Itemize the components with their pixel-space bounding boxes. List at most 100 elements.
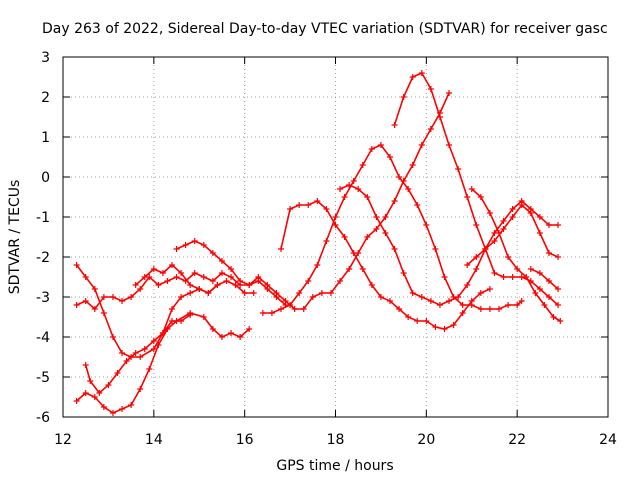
data-point [418, 294, 425, 300]
data-point [414, 318, 421, 324]
data-point [228, 330, 235, 336]
y-tick-label: -4 [36, 330, 50, 346]
series-trace [76, 312, 250, 414]
data-point [237, 278, 244, 284]
data-point [119, 406, 126, 412]
data-point [178, 270, 185, 276]
series-trace [262, 144, 523, 314]
data-point [109, 294, 116, 300]
data-point [532, 290, 539, 296]
data-point [337, 186, 344, 192]
data-point [405, 186, 412, 192]
data-point [405, 314, 412, 320]
data-point [446, 90, 453, 96]
series-track-3 [73, 270, 289, 312]
data-point [205, 290, 212, 296]
data-point [287, 206, 294, 212]
data-point [496, 230, 502, 236]
data-point [477, 306, 484, 312]
data-point [505, 254, 512, 260]
series-track-8 [278, 198, 493, 332]
data-point [446, 298, 453, 304]
data-point [273, 290, 280, 296]
y-tick-label: -6 [36, 410, 50, 426]
data-point [332, 222, 339, 228]
data-point [423, 222, 430, 228]
data-point [473, 266, 480, 272]
data-point [164, 278, 171, 284]
data-point [82, 298, 89, 304]
x-tick-label: 16 [236, 432, 254, 448]
data-point [341, 234, 348, 240]
series-trace [280, 200, 491, 330]
data-point [432, 324, 439, 330]
data-point [109, 334, 116, 340]
data-point [96, 390, 103, 396]
data-point [427, 298, 434, 304]
data-point [337, 278, 344, 284]
data-point [536, 214, 543, 220]
data-point [382, 214, 389, 220]
data-point [182, 242, 189, 248]
data-point [314, 262, 321, 268]
data-point [536, 230, 543, 236]
y-tick-label: -3 [36, 290, 50, 306]
x-tick-label: 20 [417, 432, 435, 448]
series-track-7 [259, 142, 525, 316]
data-point [414, 202, 421, 208]
data-point [359, 266, 366, 272]
data-point [82, 390, 89, 396]
data-point [296, 290, 303, 296]
data-point [137, 354, 144, 360]
data-point [536, 286, 543, 292]
data-point [450, 322, 457, 328]
data-point [391, 198, 398, 204]
data-point [128, 294, 135, 300]
data-point [400, 270, 407, 276]
data-point [173, 246, 180, 252]
data-point [105, 382, 112, 388]
data-point [278, 246, 284, 252]
data-point [200, 274, 207, 280]
data-point [109, 410, 116, 416]
data-point [91, 286, 98, 292]
data-point [87, 378, 94, 384]
data-point [119, 298, 126, 304]
data-point [486, 306, 493, 312]
data-point [350, 178, 357, 184]
data-point [91, 306, 98, 312]
data-point [323, 238, 330, 244]
data-point [409, 162, 416, 168]
data-point [228, 274, 235, 280]
series-track-12 [468, 186, 564, 324]
data-point [509, 274, 516, 280]
data-point [150, 266, 157, 272]
data-point [191, 238, 198, 244]
data-point [187, 282, 194, 288]
data-point [557, 318, 564, 324]
x-tick-label: 18 [327, 432, 345, 448]
x-tick-label: 22 [508, 432, 526, 448]
data-point [169, 262, 175, 268]
y-axis-label: SDTVAR / TECUs [7, 180, 23, 295]
data-point [509, 206, 516, 212]
y-tick-label: 2 [41, 90, 50, 106]
data-point [541, 302, 548, 308]
data-point [373, 226, 380, 232]
data-point [250, 290, 257, 296]
data-point [169, 318, 175, 324]
y-tick-label: -2 [36, 250, 50, 266]
y-tick-label: -5 [36, 370, 50, 386]
data-point [246, 282, 253, 288]
data-point [396, 306, 403, 312]
data-point [255, 274, 262, 280]
data-point [232, 282, 239, 288]
data-point [228, 266, 235, 272]
data-point [505, 302, 512, 308]
data-point [200, 314, 207, 320]
x-tick-label: 12 [54, 432, 72, 448]
series-trace [530, 268, 559, 290]
data-point [341, 194, 348, 200]
data-point [91, 394, 98, 400]
data-point [332, 214, 339, 220]
